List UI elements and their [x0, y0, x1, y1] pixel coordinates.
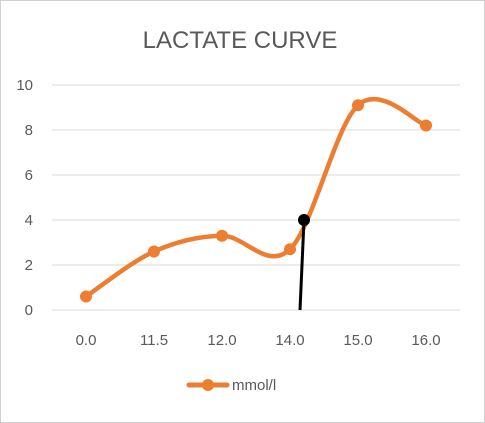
y-axis-ticks: 0 2 4 6 8 10 [16, 77, 33, 319]
threshold-line [298, 219, 306, 311]
data-point [352, 99, 364, 112]
x-tick-label: 15.0 [343, 332, 372, 349]
y-tick-label: 10 [16, 77, 33, 94]
legend: mmol/l [186, 377, 276, 394]
legend-marker [202, 379, 214, 391]
x-tick-label: 14.0 [275, 332, 304, 349]
y-tick-label: 4 [25, 212, 33, 229]
y-tick-label: 6 [25, 167, 33, 184]
legend-label: mmol/l [232, 377, 276, 394]
chart-title: LACTATE CURVE [143, 27, 338, 54]
y-tick-label: 2 [25, 257, 33, 274]
data-point [148, 245, 160, 258]
x-tick-label: 0.0 [76, 332, 97, 349]
threshold-point [298, 214, 310, 226]
x-tick-label: 16.0 [411, 332, 440, 349]
data-point [420, 119, 432, 132]
gridlines [52, 84, 460, 311]
data-point [284, 243, 296, 256]
series-line [83, 96, 429, 299]
data-point [216, 229, 228, 242]
x-tick-label: 12.0 [207, 332, 236, 349]
data-point [80, 290, 92, 303]
threshold-annotation [298, 214, 310, 311]
y-tick-label: 0 [25, 302, 33, 319]
series-layer [80, 96, 432, 303]
y-tick-label: 8 [25, 122, 33, 139]
x-axis-ticks: 0.0 11.5 12.0 14.0 15.0 16.0 [76, 332, 441, 349]
x-tick-label: 11.5 [140, 332, 168, 349]
